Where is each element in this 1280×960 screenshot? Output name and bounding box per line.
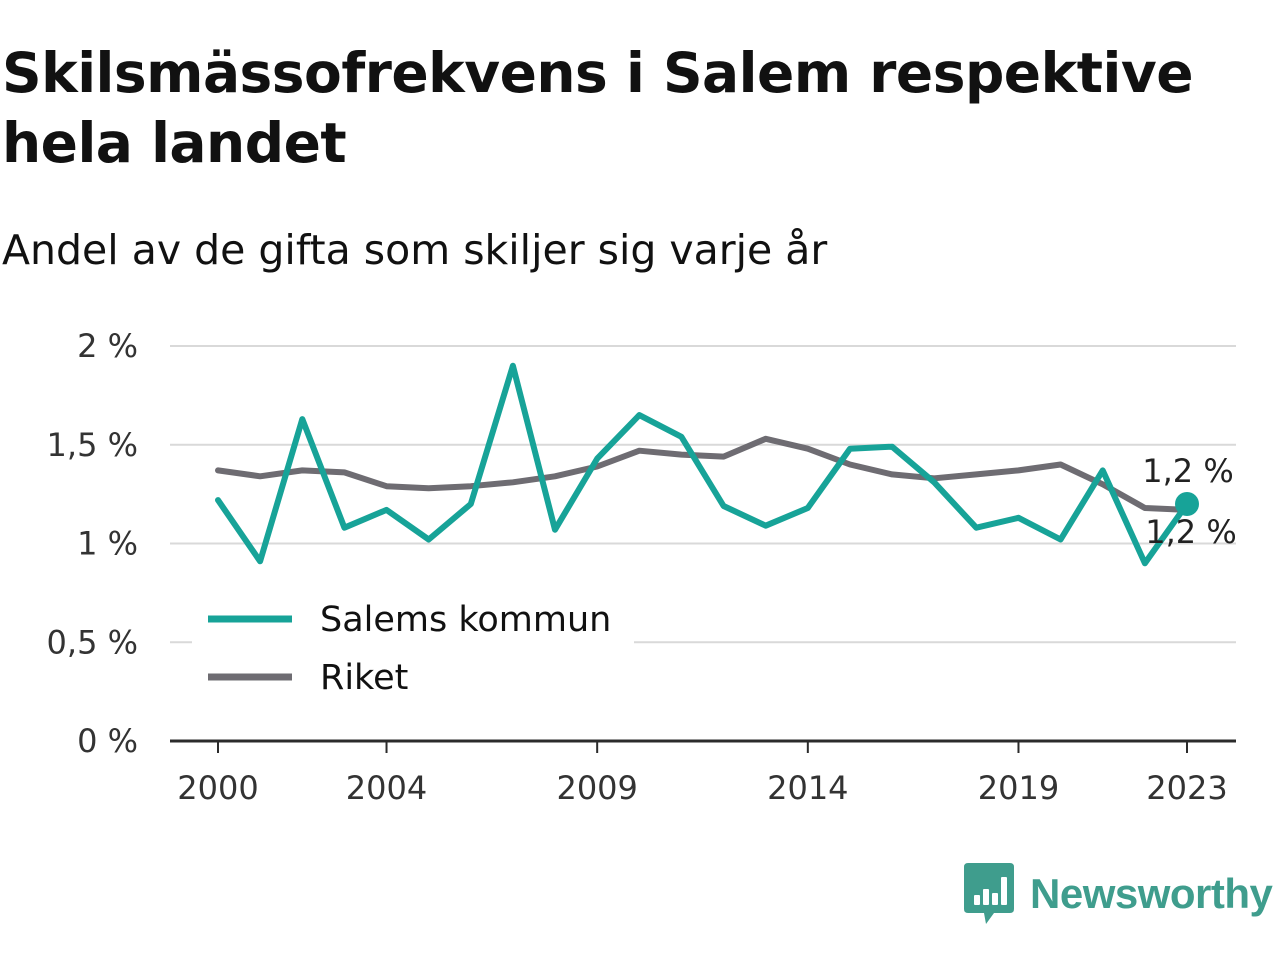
newsworthy-logo-icon [964,863,1014,924]
y-tick-label: 2 % [77,327,138,365]
series-line-riket [215,435,1190,513]
legend-label-riket: Riket [320,658,408,698]
end-labels: 1,2 % 1,2 % [1142,452,1236,551]
legend-background [192,592,634,710]
legend: Salems kommun Riket [192,592,634,710]
x-tick-label: 2000 [177,769,258,807]
end-marker-salems-kommun [1175,492,1199,516]
y-tick-label: 0 % [77,722,138,760]
series-line-salems-kommun [215,362,1190,567]
chart-subtitle: Andel av de gifta som skiljer sig varje … [2,226,828,274]
x-tick-label: 2009 [556,769,637,807]
x-tick-label: 2023 [1146,769,1227,807]
y-tick-label: 1,5 % [47,426,138,464]
brand-name: Newsworthy [1030,870,1273,917]
x-tick-label: 2019 [978,769,1059,807]
legend-label-salems-kommun: Salems kommun [320,600,611,640]
y-tick-label: 0,5 % [47,623,138,661]
x-tick-label: 2014 [767,769,848,807]
y-tick-label: 1 % [77,525,138,563]
x-tick-label: 2004 [346,769,427,807]
line-chart: 0 % 0,5 % 1 % 1,5 % 2 % 2000 2004 2009 2014 2019 2… [47,327,1237,807]
axes: 0 % 0,5 % 1 % 1,5 % 2 % 2000 2004 2009 2014 2019 2… [47,327,1236,807]
brand-logo: Newsworthy [964,862,1273,926]
end-label-salems-kommun: 1,2 % [1142,452,1233,490]
end-label-riket: 1,2 % [1145,513,1236,551]
chart-title: Skilsmässofrekvens i Salem respektive he… [2,41,1194,175]
series-lines [215,362,1199,567]
